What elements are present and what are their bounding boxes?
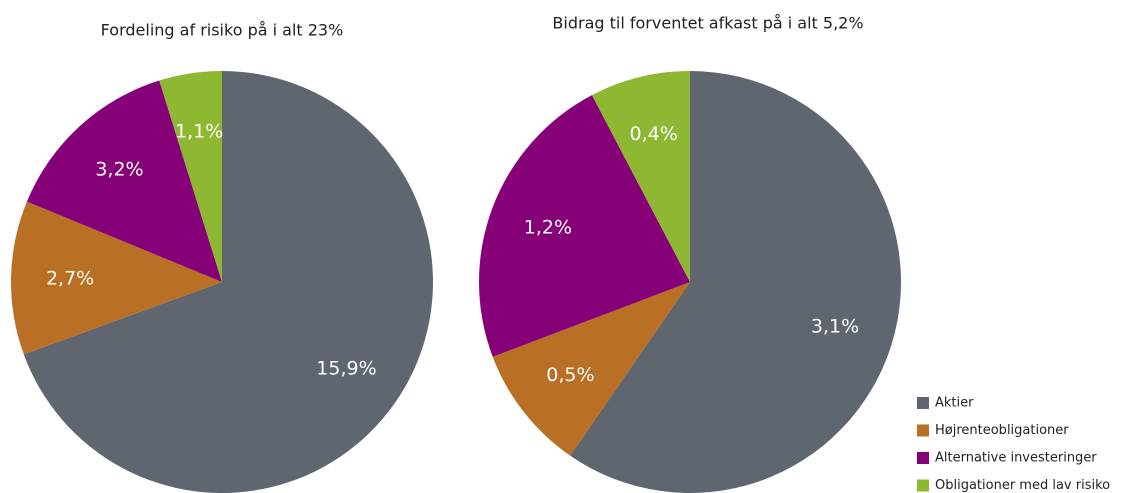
data-label: 2,7% <box>46 267 94 289</box>
legend-swatch <box>917 479 929 492</box>
data-label: 15,9% <box>316 358 376 380</box>
data-label: 1,2% <box>524 217 572 239</box>
pie-slice <box>23 71 433 493</box>
legend-label: Højrenteobligationer <box>935 423 1069 438</box>
pie-slice <box>10 201 222 355</box>
legend-swatch <box>917 397 929 409</box>
legend-label: Alternative investeringer <box>935 451 1097 466</box>
data-label: 0,4% <box>630 123 678 145</box>
pie-slice <box>159 71 222 282</box>
data-label: 3,1% <box>811 316 859 338</box>
data-label: 1,1% <box>175 120 223 142</box>
pie-slice <box>478 95 690 357</box>
legend-swatch <box>917 424 929 437</box>
pie-slice <box>26 80 223 282</box>
legend-swatch <box>917 452 929 464</box>
legend-label: Aktier <box>935 396 974 411</box>
legend-label: Obligationer med lav risiko <box>935 478 1110 493</box>
chart-title: Fordeling af risiko på i alt 23% <box>101 21 344 40</box>
chart-title: Bidrag til forventet afkast på i alt 5,2… <box>552 14 863 33</box>
data-label: 0,5% <box>546 364 594 386</box>
pie-slice <box>570 71 901 493</box>
pie-slice <box>492 282 690 456</box>
data-label: 3,2% <box>95 158 143 180</box>
pie-slice <box>591 71 690 282</box>
